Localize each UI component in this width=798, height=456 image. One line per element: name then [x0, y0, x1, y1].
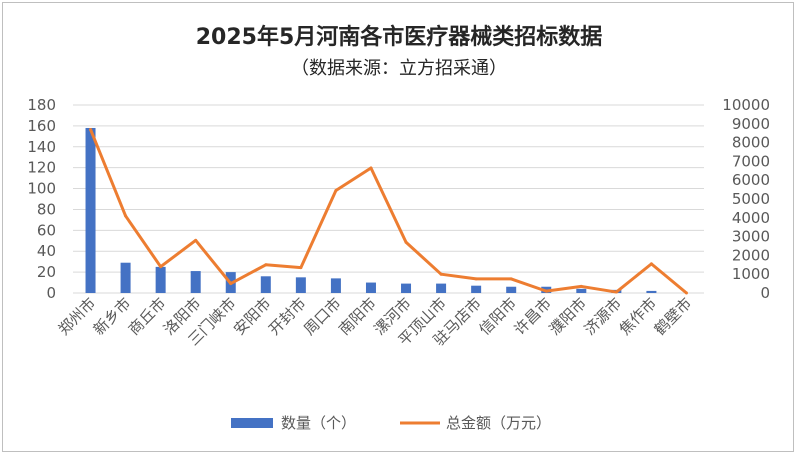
right-axis-tick-label: 6000: [732, 171, 770, 189]
bar: [471, 285, 482, 293]
category-label: 济源市: [581, 294, 626, 339]
category-label: 周口市: [300, 294, 345, 339]
bar: [190, 271, 201, 293]
category-labels: 郑州市新乡市商丘市洛阳市三门峡市安阳市开封市周口市南阳市漯河市平顶山市驻马店市信…: [55, 294, 696, 349]
line-point: [579, 284, 583, 288]
line-point: [684, 291, 688, 295]
bar: [155, 266, 166, 293]
chart-title: 2025年5月河南各市医疗器械类招标数据: [196, 24, 603, 50]
line-point: [614, 290, 618, 294]
left-axis-tick-label: 60: [37, 221, 56, 239]
category-label: 郑州市: [55, 294, 100, 339]
line-point: [264, 263, 268, 267]
right-axis-tick-label: 7000: [732, 152, 770, 170]
right-axis-tick-label: 1000: [732, 265, 770, 283]
right-axis-tick-label: 2000: [732, 246, 770, 264]
line-point: [334, 189, 338, 193]
right-axis-tick-label: 5000: [732, 190, 770, 208]
left-axis-ticks: 0 20 40 60 80 100 120 140 160 180: [27, 96, 56, 302]
line-point: [474, 277, 478, 281]
left-axis-tick-label: 120: [27, 159, 56, 177]
category-label: 鹤壁市: [651, 294, 696, 339]
amount-line: [89, 128, 688, 295]
bar: [295, 277, 306, 293]
category-label: 开封市: [265, 294, 310, 339]
category-label: 商丘市: [125, 294, 170, 339]
right-axis-tick-label: 0: [760, 284, 770, 302]
line-point: [404, 240, 408, 244]
legend-label-amount: 总金额（万元）: [446, 414, 551, 432]
left-axis-tick-label: 100: [27, 180, 56, 198]
category-label: 信阳市: [475, 294, 520, 339]
left-axis-tick-label: 0: [46, 284, 56, 302]
left-axis-tick-label: 20: [37, 263, 56, 281]
category-label: 新乡市: [90, 294, 135, 339]
line-point: [439, 272, 443, 276]
left-axis-tick-label: 40: [37, 242, 56, 260]
right-axis-tick-label: 9000: [732, 115, 770, 133]
bar: [436, 283, 447, 293]
bar: [646, 290, 657, 293]
line-point: [89, 127, 93, 131]
right-axis-ticks: 0100020003000400050006000700080009000100…: [722, 96, 770, 302]
bar: [260, 276, 271, 293]
category-label: 安阳市: [230, 294, 275, 339]
line-point: [649, 262, 653, 266]
line-point: [369, 166, 373, 170]
line-series: [89, 127, 688, 295]
gridlines: [73, 104, 704, 294]
bar: [365, 282, 376, 293]
category-label: 焦作市: [616, 294, 661, 339]
category-label: 许昌市: [511, 294, 556, 339]
bar: [330, 278, 341, 293]
right-axis-tick-label: 8000: [732, 134, 770, 152]
bar: [401, 283, 412, 293]
line-point: [159, 265, 163, 269]
line-point: [124, 214, 128, 218]
legend-label-count: 数量（个）: [281, 414, 356, 432]
legend: 数量（个） 总金额（万元）: [231, 414, 551, 432]
chart-subtitle: （数据来源：立方招采通）: [291, 58, 507, 79]
left-axis-tick-label: 80: [37, 200, 56, 218]
line-point: [229, 282, 233, 286]
line-point: [509, 277, 513, 281]
bar: [576, 288, 587, 293]
category-label: 南阳市: [335, 294, 380, 339]
bar: [506, 286, 517, 293]
bar: [120, 262, 131, 293]
category-label: 濮阳市: [546, 294, 591, 339]
right-axis-tick-label: 3000: [732, 228, 770, 246]
line-point: [194, 238, 198, 242]
bar: [85, 127, 96, 293]
line-point: [299, 266, 303, 270]
left-axis-tick-label: 140: [27, 138, 56, 156]
line-point: [544, 289, 548, 293]
legend-swatch-bar: [231, 418, 273, 428]
left-axis-tick-label: 180: [27, 96, 56, 114]
bar-series: [85, 127, 657, 293]
right-axis-tick-label: 10000: [722, 96, 770, 114]
right-axis-tick-label: 4000: [732, 209, 770, 227]
left-axis-tick-label: 160: [27, 117, 56, 135]
